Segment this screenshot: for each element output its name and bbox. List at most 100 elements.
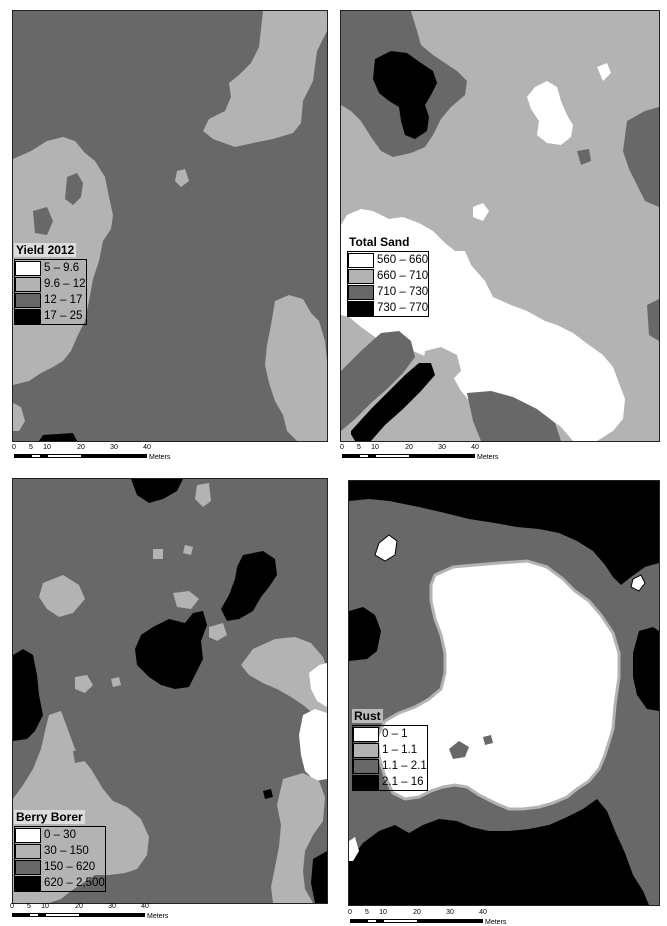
sand-zone-dark — [577, 149, 591, 165]
yield-zone-light — [203, 11, 327, 147]
borer-zone-black — [131, 479, 183, 503]
legend-item: 560 – 660 — [348, 252, 428, 268]
scale-tick: 40 — [471, 444, 479, 451]
scale-tick: 0 — [340, 444, 344, 451]
legend-swatch — [353, 726, 379, 742]
legend-item: 12 – 17 — [15, 292, 86, 308]
legend-item: 710 – 730 — [348, 284, 428, 300]
legend-swatch — [348, 284, 374, 300]
scale-tick: 0 — [10, 903, 14, 910]
legend-swatch — [348, 268, 374, 284]
legend-item: 1 – 1.1 — [353, 742, 427, 758]
yield-zone-dark-edge — [39, 433, 77, 441]
borer-zone-black — [311, 851, 327, 903]
legend-item: 9.6 – 12 — [15, 276, 86, 292]
legend-item: 1.1 – 2.1 — [353, 758, 427, 774]
scale-tick-labels: 0 5 10 20 30 40 — [340, 444, 479, 454]
legend-label: 730 – 770 — [377, 302, 429, 314]
berry-borer-legend: Berry Borer 0 – 30 30 – 150 150 – 620 62… — [14, 808, 106, 896]
scale-bar-segments — [342, 454, 475, 458]
scale-tick-labels: 0 5 10 20 30 40 — [348, 909, 487, 919]
legend-swatch — [15, 875, 41, 891]
scale-tick: 5 — [357, 444, 361, 451]
legend-label: 2.1 – 16 — [382, 776, 424, 788]
scale-tick: 5 — [27, 903, 31, 910]
yield-zone-light — [265, 295, 327, 441]
sand-zone-dark — [647, 299, 659, 341]
sand-legend-body: 560 – 660 660 – 710 710 – 730 730 – 770 — [347, 251, 430, 317]
legend-label: 1 – 1.1 — [382, 744, 418, 756]
borer-zone-light — [13, 711, 149, 903]
borer-zone-white — [309, 663, 327, 707]
rust-zone-white — [375, 559, 621, 811]
sand-scale-bar: 0 5 10 20 30 40 Meters — [340, 444, 498, 461]
yield-scale-bar: 0 5 10 20 30 40 Meters — [12, 444, 170, 461]
sand-legend: Total Sand 560 – 660 660 – 710 710 – 730… — [347, 233, 430, 321]
legend-label: 150 – 620 — [44, 861, 96, 873]
sand-zone-dark — [623, 107, 659, 207]
scale-tick: 40 — [143, 444, 151, 451]
legend-swatch — [353, 774, 379, 790]
sand-zone-dark — [341, 331, 415, 431]
legend-label: 17 – 25 — [44, 310, 83, 322]
scale-tick: 30 — [108, 903, 116, 910]
legend-label: 12 – 17 — [44, 294, 83, 306]
rust-legend-body: 0 – 1 1 – 1.1 1.1 – 2.1 2.1 – 16 — [352, 725, 428, 791]
legend-swatch — [353, 742, 379, 758]
scale-tick: 30 — [110, 444, 118, 451]
borer-zone-light — [173, 591, 199, 609]
legend-swatch — [15, 859, 41, 875]
yield-map — [12, 10, 328, 442]
berry-borer-scale-bar: 0 5 10 20 30 40 Meters — [10, 903, 168, 920]
yield-legend-body: 5 – 9.6 9.6 – 12 12 – 17 17 – 25 — [14, 259, 87, 325]
borer-zone-black — [221, 551, 277, 621]
berry-borer-raster — [13, 479, 327, 903]
scale-unit: Meters — [485, 919, 507, 926]
rust-map — [348, 480, 660, 906]
borer-zone-light — [195, 483, 211, 507]
borer-zone-black — [135, 611, 207, 689]
legend-item: 0 – 30 — [15, 827, 105, 843]
yield-legend-title: Yield 2012 — [14, 243, 77, 257]
borer-zone-light — [153, 545, 193, 559]
legend-swatch — [348, 252, 374, 268]
scale-bar-segments — [12, 913, 145, 917]
scale-tick: 30 — [446, 909, 454, 916]
scale-tick: 20 — [75, 903, 83, 910]
rust-legend: Rust 0 – 1 1 – 1.1 1.1 – 2.1 2.1 – 16 — [352, 707, 428, 795]
scale-tick: 5 — [365, 909, 369, 916]
legend-label: 620 – 2,500 — [44, 877, 105, 889]
borer-zone-light — [75, 675, 93, 693]
scale-tick: 30 — [438, 444, 446, 451]
rust-raster — [349, 481, 659, 905]
scale-tick: 40 — [479, 909, 487, 916]
rust-zone-dark — [483, 735, 493, 745]
sand-zone-white — [597, 63, 611, 81]
berry-borer-legend-body: 0 – 30 30 – 150 150 – 620 620 – 2,500 — [14, 826, 106, 892]
borer-zone-dark — [103, 897, 149, 903]
scale-tick-labels: 0 5 10 20 30 40 — [12, 444, 151, 454]
rust-zone-white — [630, 574, 646, 592]
scale-unit: Meters — [477, 454, 499, 461]
yield-legend: Yield 2012 5 – 9.6 9.6 – 12 12 – 17 17 –… — [14, 241, 87, 329]
legend-swatch — [15, 276, 41, 292]
berry-borer-map — [12, 478, 328, 904]
scale-tick: 40 — [141, 903, 149, 910]
scale-tick: 20 — [413, 909, 421, 916]
scale-unit: Meters — [147, 913, 169, 920]
legend-swatch — [15, 292, 41, 308]
sand-zone-black — [373, 51, 437, 139]
sand-zone-light — [341, 431, 355, 441]
scale-unit: Meters — [149, 454, 171, 461]
rust-zone-white — [374, 534, 398, 562]
yield-zone-dark — [33, 207, 53, 235]
scale-tick: 10 — [379, 909, 387, 916]
legend-label: 560 – 660 — [377, 254, 429, 266]
legend-item: 30 – 150 — [15, 843, 105, 859]
scale-tick-labels: 0 5 10 20 30 40 — [10, 903, 149, 913]
legend-swatch — [348, 300, 374, 316]
borer-zone-light — [39, 575, 85, 617]
rust-zone-black — [349, 607, 381, 661]
scale-tick: 10 — [41, 903, 49, 910]
rust-zone-black — [349, 481, 659, 585]
